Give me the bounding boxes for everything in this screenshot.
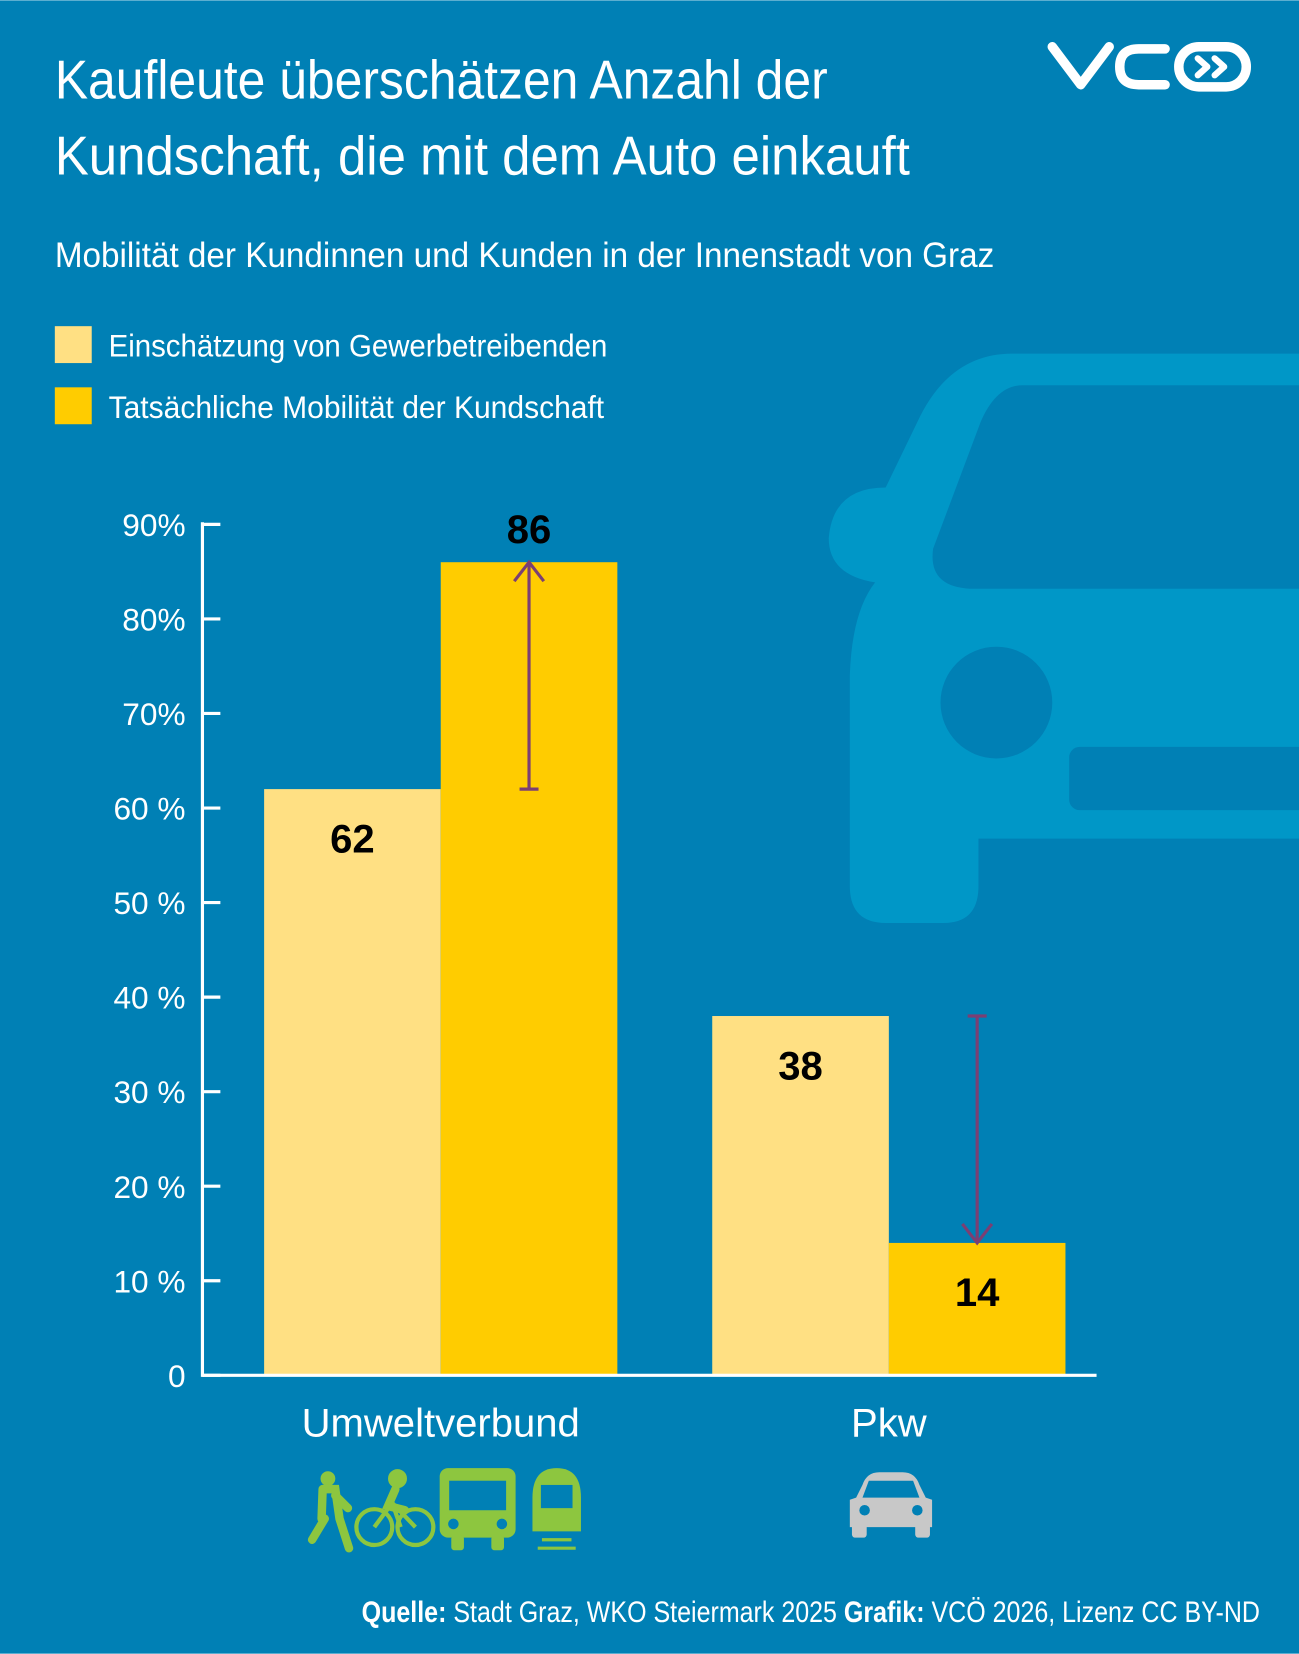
source-part: Stadt Graz, WKO Steiermark 2025 [446,1596,843,1629]
background-car-grille [1069,746,1299,811]
x-tick-label: Pkw [851,1401,928,1445]
background-car-window [932,385,1299,589]
value-label: 14 [955,1271,1000,1315]
icon-car [849,1472,933,1538]
legend-swatch [54,387,92,425]
legend-swatch [54,326,92,364]
y-tick-label: 50 % [113,885,185,921]
y-tick-label: 80% [122,602,185,638]
value-label: 86 [507,508,552,552]
x-tick-label: Umweltverbund [302,1401,580,1445]
value-label: 62 [330,817,375,861]
chart-subtitle: Mobilität der Kundinnen und Kunden in de… [55,237,994,275]
bar [264,789,441,1376]
icon-walk [307,1471,354,1553]
y-tick-label: 10 % [113,1263,185,1299]
source-part: Quelle: [362,1596,447,1629]
icon-train [532,1468,581,1550]
y-tick-label: 60 % [113,791,185,827]
y-tick-label: 0 [168,1358,186,1394]
difference-arrow [513,559,546,791]
category-icons [307,1468,933,1553]
background-car-light [940,646,1053,759]
bar [712,1016,889,1376]
icon-bike [354,1469,436,1548]
value-label: 38 [778,1044,823,1088]
arrow-head [961,1222,994,1246]
logo [1047,42,1252,92]
y-tick-label: 40 % [113,980,185,1016]
icon-bus [439,1468,516,1551]
source: Quelle: Stadt Graz, WKO Steiermark 2025 … [362,1596,1260,1629]
legend-label: Tatsächliche Mobilität der Kundschaft [109,389,605,425]
source-part: Grafik: [844,1596,925,1629]
y-tick-label: 30 % [113,1074,185,1110]
y-tick-label: 20 % [113,1169,185,1205]
chart-title: Kundschaft, die mit dem Auto einkauft [55,124,910,186]
chart-title: Kaufleute überschätzen Anzahl der [55,48,828,110]
y-tick-label: 70% [122,696,185,732]
y-tick-label: 90% [122,507,185,543]
arrow-head [513,559,546,583]
difference-arrow [961,1014,994,1246]
source-part: VCÖ 2026, Lizenz CC BY-ND [925,1596,1260,1629]
legend-label: Einschätzung von Gewerbetreibenden [109,328,608,364]
bar [888,1242,1066,1376]
